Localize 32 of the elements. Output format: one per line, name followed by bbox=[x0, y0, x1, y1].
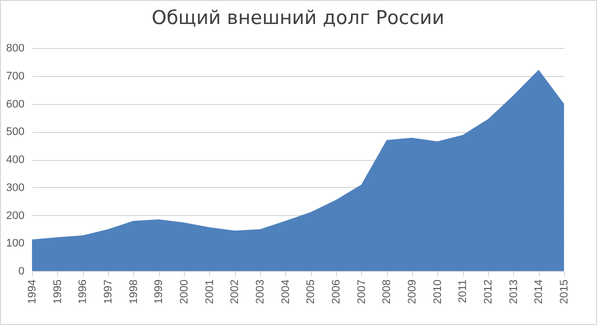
x-tick-label: 2005 bbox=[305, 280, 318, 304]
y-tick-label: 200 bbox=[6, 210, 24, 222]
x-tick-label: 2001 bbox=[204, 280, 216, 304]
x-tick-label: 1998 bbox=[128, 280, 140, 304]
x-tick-label: 2000 bbox=[178, 280, 190, 304]
x-tick-label: 1995 bbox=[52, 280, 64, 304]
x-tick-label: 2008 bbox=[381, 280, 394, 304]
x-tick-label: 2007 bbox=[356, 280, 368, 304]
x-tick-label: 2004 bbox=[280, 280, 292, 304]
x-tick-label: 2002 bbox=[229, 280, 242, 304]
x-tick-label: 1994 bbox=[26, 280, 38, 304]
x-tick-label: 2015 bbox=[558, 280, 570, 304]
y-tick-label: 100 bbox=[6, 238, 24, 250]
x-tick-label: 2009 bbox=[406, 280, 418, 304]
x-tick-label: 2010 bbox=[432, 280, 444, 304]
x-tick-label: 2003 bbox=[254, 280, 266, 304]
x-tick-label: 2012 bbox=[482, 280, 494, 304]
x-tick-label: 1996 bbox=[77, 280, 90, 304]
y-tick-label: 600 bbox=[6, 98, 24, 110]
x-tick-label: 1997 bbox=[102, 280, 114, 304]
x-tick-label: 2006 bbox=[330, 280, 342, 304]
chart-title: Общий внешний долг России bbox=[152, 7, 444, 29]
y-tick-label: 400 bbox=[6, 154, 24, 166]
x-tick-label: 2013 bbox=[508, 280, 520, 304]
y-tick-label: 800 bbox=[6, 42, 24, 54]
x-tick-label: 2011 bbox=[457, 280, 470, 304]
x-tick-label: 2014 bbox=[533, 280, 546, 304]
x-tick-label: 1999 bbox=[153, 280, 166, 304]
y-tick-label: 300 bbox=[6, 182, 24, 194]
y-tick-label: 0 bbox=[18, 266, 24, 278]
y-tick-label: 500 bbox=[6, 126, 24, 138]
y-tick-label: 700 bbox=[6, 70, 24, 82]
